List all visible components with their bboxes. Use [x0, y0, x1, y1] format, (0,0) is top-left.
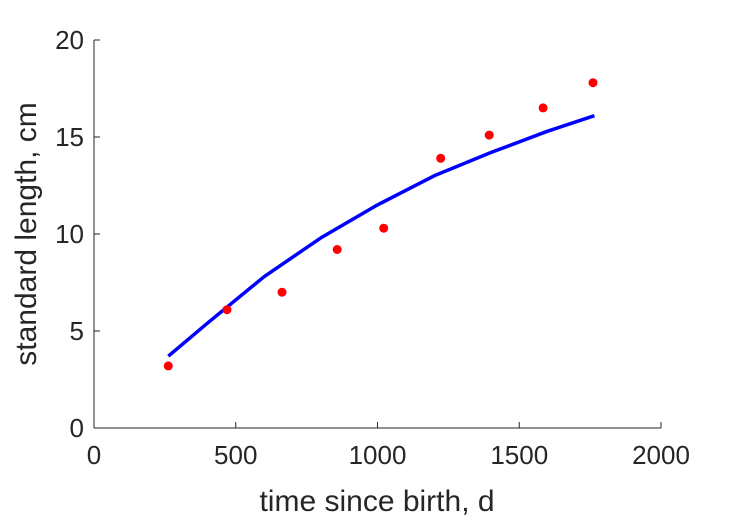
data-point [163, 361, 173, 371]
y-ticks: 0 5 10 15 20 [55, 25, 100, 443]
data-point [277, 287, 287, 297]
x-axis-label: time since birth, d [259, 485, 494, 518]
series-layer [163, 78, 598, 371]
x-tick-label: 1000 [349, 440, 407, 470]
fit-curve [167, 114, 595, 358]
data-point [588, 78, 598, 88]
y-tick-label: 5 [70, 316, 84, 346]
y-tick-label: 0 [70, 413, 84, 443]
x-tick-label: 2000 [632, 440, 690, 470]
data-point [436, 153, 446, 163]
x-tick-label: 1500 [490, 440, 548, 470]
y-tick-label: 20 [55, 25, 84, 55]
y-tick-label: 15 [55, 122, 84, 152]
data-point [379, 223, 389, 233]
x-tick-label: 500 [214, 440, 257, 470]
axes [93, 40, 661, 429]
data-point [538, 103, 548, 113]
y-tick-label: 10 [55, 219, 84, 249]
data-point [484, 130, 494, 140]
x-tick-label: 0 [87, 440, 101, 470]
data-point [222, 305, 232, 315]
data-point [332, 245, 342, 254]
y-axis-label: standard length, cm [10, 102, 43, 365]
x-ticks: 0 500 1000 1500 2000 [87, 422, 690, 470]
